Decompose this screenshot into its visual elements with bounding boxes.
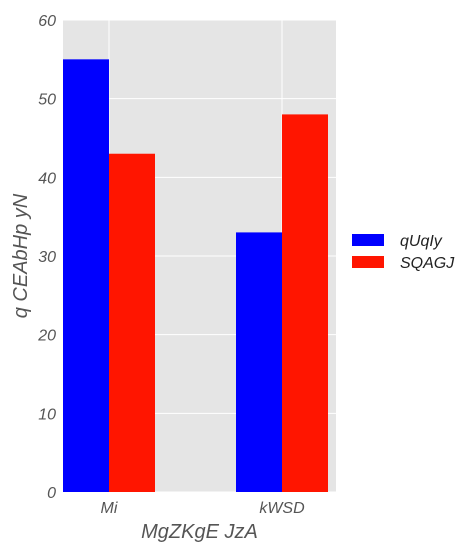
x-tick-label-1: kWSD [259,500,305,517]
legend-swatch-qUqIy [352,234,384,246]
y-tick-label-5: 50 [38,92,56,109]
x-tick-label-0: Mi [101,500,118,517]
bars [63,59,328,493]
y-tick-label-2: 20 [37,328,56,345]
y-tick-label-1: 10 [38,406,56,423]
y-tick-label-4: 40 [38,170,56,187]
x-axis-label: MgZKgE JzA [141,521,258,543]
x-axis-ticks: Mi kWSD [101,500,306,517]
y-axis-label: q CEAbHp yN [10,193,32,318]
legend: qUqIy SQAGJ [352,233,455,272]
bar-qUqIy-kWSD [236,232,282,492]
bar-SQAGJ-Mi [109,153,155,492]
y-tick-label-3: 30 [38,249,56,266]
y-tick-label-6: 60 [38,13,56,30]
y-tick-label-0: 0 [47,485,56,502]
bar-qUqIy-Mi [63,59,109,492]
y-axis-ticks: 0 10 20 30 40 50 60 [37,13,56,502]
legend-swatch-SQAGJ [352,256,384,268]
bar-SQAGJ-kWSD [282,114,328,493]
legend-label-SQAGJ: SQAGJ [400,255,455,272]
legend-label-qUqIy: qUqIy [400,233,443,250]
